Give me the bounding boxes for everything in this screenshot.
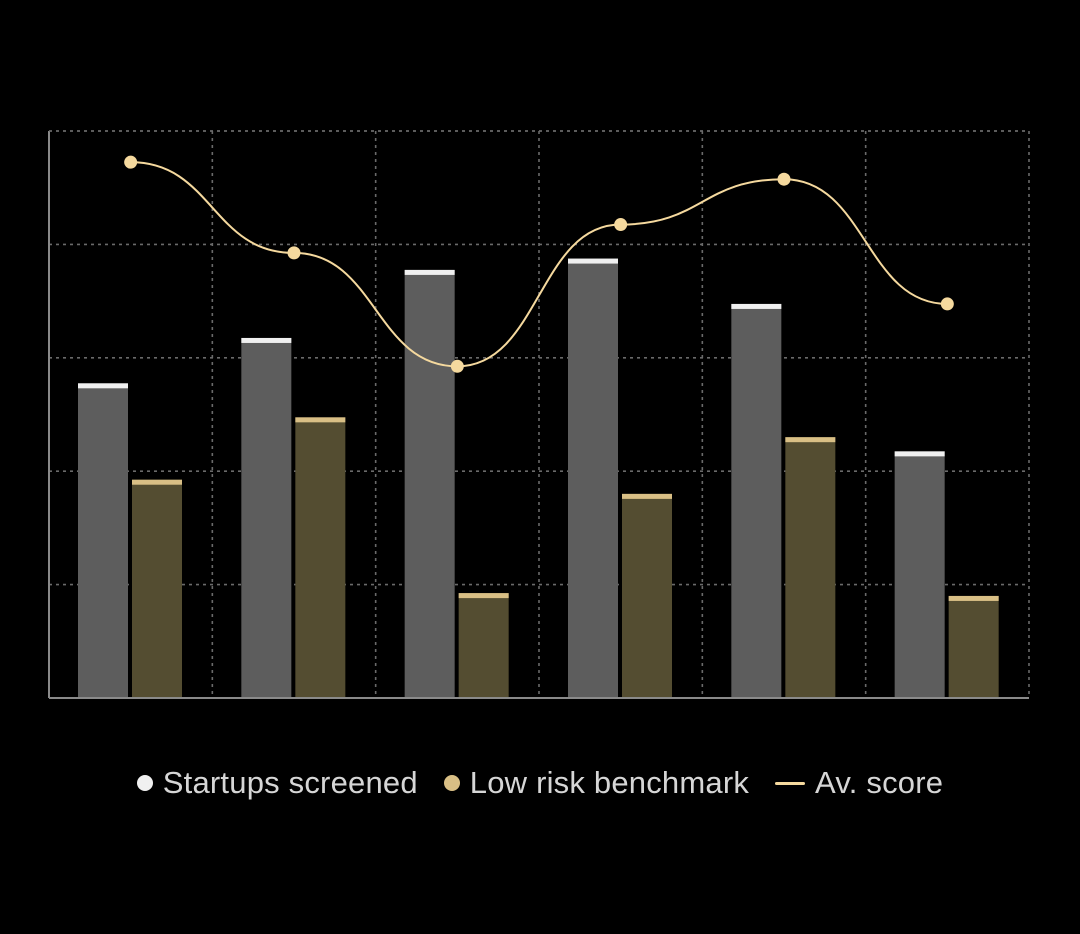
bar-cap-low-risk-benchmark: [948, 595, 999, 601]
point-av-score: [614, 218, 628, 232]
bar-low-risk-benchmark: [295, 417, 346, 698]
bar-cap-startups-screened: [78, 383, 128, 389]
bar-startups-screened: [568, 258, 618, 698]
bar-cap-low-risk-benchmark: [132, 479, 182, 485]
legend-marker-av-score: [775, 781, 806, 785]
bar-low-risk-benchmark: [458, 593, 509, 698]
chart-axes: [48, 130, 1029, 699]
bar-cap-low-risk-benchmark: [785, 437, 836, 443]
bar-startups-screened: [404, 269, 455, 698]
legend-marker-low-risk-benchmark: [443, 775, 460, 791]
bar-cap-low-risk-benchmark: [458, 593, 509, 599]
point-av-score: [940, 297, 954, 311]
chart-legend: Startups screened Low risk benchmark Av.…: [0, 758, 1080, 808]
bar-cap-startups-screened: [731, 303, 782, 309]
point-av-score: [124, 155, 138, 169]
legend-label-av-score: Av. score: [815, 765, 944, 800]
bar-low-risk-benchmark: [132, 479, 182, 698]
bar-startups-screened: [241, 337, 292, 698]
legend-marker-startups-screened: [136, 775, 153, 791]
bar-low-risk-benchmark: [948, 595, 999, 698]
bar-low-risk-benchmark: [785, 437, 836, 698]
bar-startups-screened: [894, 451, 945, 698]
bar-low-risk-benchmark: [622, 493, 672, 698]
bar-cap-startups-screened: [404, 269, 455, 275]
line-av-score: [130, 161, 948, 368]
point-av-score: [287, 246, 301, 260]
bar-startups-screened: [731, 303, 782, 698]
chart-bars: [78, 258, 999, 698]
bar-cap-startups-screened: [568, 258, 618, 264]
legend-label-low-risk-benchmark: Low risk benchmark: [469, 765, 750, 800]
bar-cap-startups-screened: [894, 451, 945, 457]
point-av-score: [450, 359, 464, 373]
legend-item-startups-screened: Startups screened: [136, 765, 418, 801]
legend-item-av-score: Av. score: [775, 765, 943, 801]
chart-grid: [49, 130, 1030, 698]
bar-startups-screened: [78, 383, 128, 698]
bar-cap-startups-screened: [241, 337, 292, 343]
legend-label-startups-screened: Startups screened: [162, 765, 418, 800]
chart-line: [124, 155, 954, 373]
bar-cap-low-risk-benchmark: [622, 493, 672, 499]
bar-cap-low-risk-benchmark: [295, 417, 346, 423]
point-av-score: [777, 172, 791, 186]
legend-item-low-risk-benchmark: Low risk benchmark: [443, 765, 750, 801]
